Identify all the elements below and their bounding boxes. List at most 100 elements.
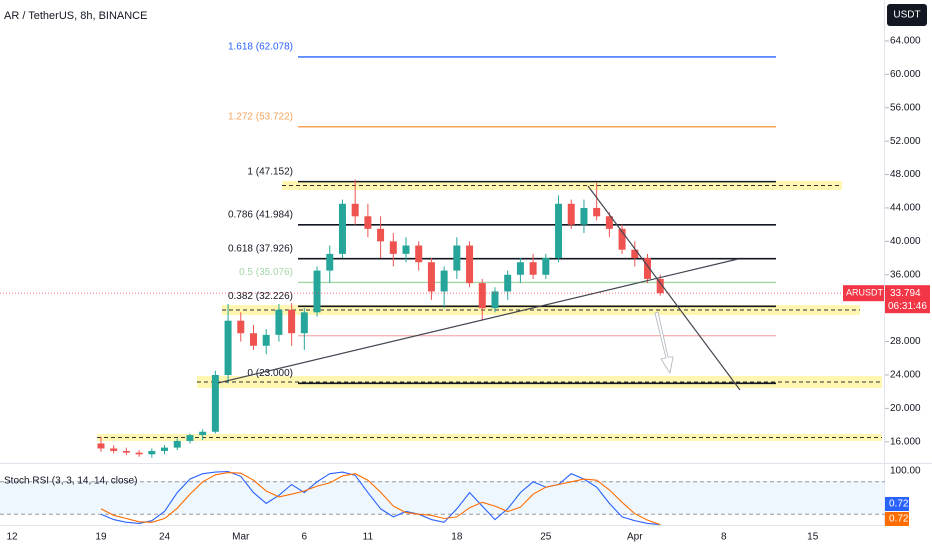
price-label: 33.794 xyxy=(890,288,921,299)
rsi-title: Stoch RSI (3, 3, 14, 14, close) xyxy=(4,476,137,487)
candle-body xyxy=(186,435,194,441)
candle-body xyxy=(338,203,346,254)
fib-label: 0.786 (41.984) xyxy=(228,209,293,220)
candle-body xyxy=(351,203,359,217)
candle-body xyxy=(288,309,296,334)
rsi-value-label: 0.72 xyxy=(889,514,909,525)
candle-body xyxy=(504,274,512,292)
fib-label: 0 (23.000) xyxy=(247,368,293,379)
candle-body xyxy=(377,228,385,242)
candle-body xyxy=(110,448,118,451)
y-tick-label: 40.000 xyxy=(890,236,921,247)
arrow xyxy=(654,311,674,375)
y-tick-label: 20.000 xyxy=(890,403,921,414)
candle-body xyxy=(427,262,435,292)
y-tick-label: 44.000 xyxy=(890,203,921,214)
symbol-title: AR / TetherUS, 8h, BINANCE xyxy=(4,10,147,22)
candle-body xyxy=(97,443,105,449)
x-tick-label: 24 xyxy=(159,532,171,543)
countdown-label: 06:31:46 xyxy=(888,301,927,312)
currency-button[interactable] xyxy=(887,4,927,26)
y-tick-label: 56.000 xyxy=(890,102,921,113)
candle-body xyxy=(529,262,537,275)
currency-label[interactable]: USDT xyxy=(893,10,920,21)
x-tick-label: 18 xyxy=(451,532,463,543)
y-tick-label: 60.000 xyxy=(890,69,921,80)
candle-body xyxy=(249,333,257,346)
candle-body xyxy=(275,309,283,335)
candle-body xyxy=(237,320,245,334)
candle-body xyxy=(211,374,219,432)
y-tick-label: 16.000 xyxy=(890,436,921,447)
candle-body xyxy=(148,450,156,455)
y-tick-label: 48.000 xyxy=(890,169,921,180)
candle-body xyxy=(122,450,130,453)
x-tick-label: 11 xyxy=(363,532,374,543)
stoch-rsi: 100.00 Stoch RSI (3, 3, 14, 14, close) 0.7… xyxy=(0,466,921,526)
y-tick-label: 52.000 xyxy=(890,136,921,147)
x-tick-label: 12 xyxy=(6,532,18,543)
y-tick-label: 24.000 xyxy=(890,370,921,381)
candle-body xyxy=(618,228,626,250)
candle-body xyxy=(605,216,613,229)
rsi-value-label: 0.72 xyxy=(889,499,909,510)
candle-body xyxy=(440,270,448,292)
candle-body xyxy=(262,334,270,346)
rsi-tick-label: 100.00 xyxy=(890,466,921,477)
x-tick-label: 25 xyxy=(540,532,552,543)
fib-label: 0.382 (32.226) xyxy=(228,291,293,302)
trend-line xyxy=(217,258,739,384)
candle-body xyxy=(199,431,207,436)
fib-levels: 1.618 (62.078) 1.272 (53.722) 1 (47.152) 0.… xyxy=(228,42,776,385)
candle-body xyxy=(478,283,486,309)
candle-body xyxy=(555,203,563,259)
y-tick-label: 64.000 xyxy=(890,36,921,47)
rsi-value-box xyxy=(885,497,909,511)
candle-body xyxy=(631,249,639,259)
x-tick-label: 8 xyxy=(721,532,727,543)
candle-body xyxy=(516,262,524,275)
candle-body xyxy=(593,207,601,217)
symbol-box xyxy=(843,285,884,302)
candle-body xyxy=(491,291,499,309)
candle-body xyxy=(402,245,410,254)
candle-body xyxy=(300,312,308,334)
rsi-line xyxy=(100,472,661,526)
candle-body xyxy=(466,245,474,284)
candle-body xyxy=(326,253,334,271)
fib-label: 1.272 (53.722) xyxy=(228,111,293,122)
x-tick-label: 19 xyxy=(95,532,107,543)
x-tick-label: 15 xyxy=(807,532,819,543)
candle-body xyxy=(224,320,232,375)
candle-body xyxy=(364,216,372,229)
axes: 16.00020.00024.00028.00032.00036.00040.0… xyxy=(0,36,930,543)
candles xyxy=(97,179,664,458)
candle-body xyxy=(161,447,169,451)
candle-body xyxy=(580,207,588,225)
zones xyxy=(97,181,882,441)
candle-body xyxy=(644,258,651,279)
y-tick-label: 28.000 xyxy=(890,336,921,347)
candle-body xyxy=(567,203,575,225)
fib-label: 1 (47.152) xyxy=(247,166,293,177)
symbol-label: ARUSDT xyxy=(846,288,884,298)
rsi-line xyxy=(100,470,661,526)
fib-label: 0.618 (37.926) xyxy=(228,243,293,254)
price-box xyxy=(885,285,930,314)
candle-body xyxy=(453,245,461,271)
candle-body xyxy=(173,440,181,448)
x-tick-label: Apr xyxy=(627,532,643,543)
candle-body xyxy=(415,245,423,263)
rsi-band xyxy=(0,481,885,514)
candle-body xyxy=(135,452,143,455)
x-tick-label: 6 xyxy=(302,532,308,543)
trend-line xyxy=(587,185,741,391)
fib-label: 1.618 (62.078) xyxy=(228,42,293,53)
candle-body xyxy=(542,258,550,275)
candle-body xyxy=(313,270,321,313)
candle-body xyxy=(656,278,664,294)
zone xyxy=(197,376,882,388)
candle-body xyxy=(389,241,397,254)
